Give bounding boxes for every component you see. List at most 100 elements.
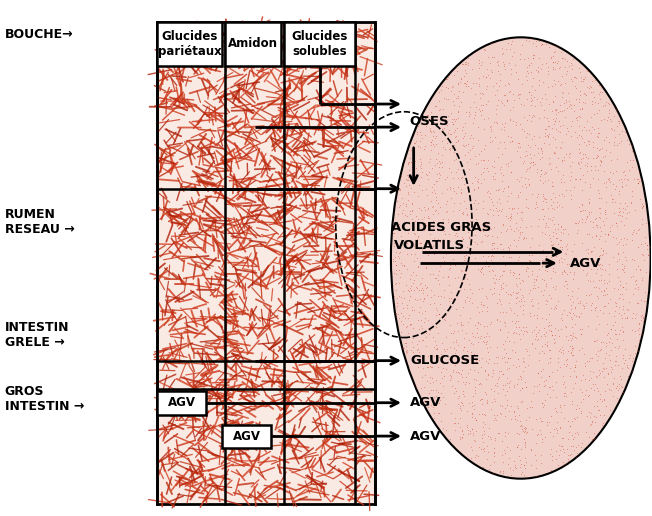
- Point: [437, 424, 448, 432]
- Point: [567, 117, 577, 125]
- Point: [498, 184, 509, 192]
- Point: [615, 207, 625, 216]
- Point: [561, 250, 571, 258]
- Point: [601, 116, 612, 124]
- Point: [454, 433, 465, 441]
- Point: [579, 375, 589, 383]
- Point: [600, 387, 610, 395]
- Point: [571, 84, 582, 92]
- Point: [444, 265, 454, 273]
- Point: [612, 285, 623, 293]
- Point: [422, 204, 433, 213]
- Point: [535, 417, 546, 425]
- Point: [510, 463, 520, 471]
- Point: [557, 268, 567, 277]
- Point: [516, 100, 526, 108]
- Point: [415, 239, 425, 247]
- Point: [561, 260, 572, 268]
- Point: [593, 152, 603, 160]
- Point: [413, 348, 424, 357]
- Point: [542, 117, 553, 125]
- Point: [453, 394, 464, 402]
- Point: [410, 230, 421, 238]
- Point: [524, 361, 534, 369]
- Point: [549, 76, 559, 84]
- Point: [516, 173, 527, 181]
- Point: [456, 278, 466, 286]
- Point: [462, 407, 472, 415]
- Point: [410, 241, 421, 250]
- Point: [514, 417, 525, 425]
- Point: [533, 368, 544, 377]
- Point: [618, 248, 629, 256]
- Point: [515, 223, 526, 231]
- Point: [486, 405, 496, 413]
- Point: [550, 110, 561, 118]
- Point: [597, 88, 608, 96]
- Point: [406, 320, 417, 328]
- Point: [453, 259, 464, 267]
- Point: [603, 174, 614, 182]
- Point: [530, 160, 541, 169]
- Point: [538, 246, 548, 254]
- Point: [451, 304, 462, 313]
- Point: [511, 299, 521, 307]
- Point: [629, 175, 639, 183]
- Point: [472, 178, 482, 186]
- Point: [594, 283, 604, 292]
- Point: [550, 117, 560, 125]
- Point: [600, 230, 610, 238]
- Point: [449, 128, 459, 137]
- Point: [446, 372, 456, 380]
- Point: [509, 348, 520, 356]
- Point: [599, 287, 610, 295]
- Point: [500, 381, 511, 390]
- Point: [515, 386, 526, 394]
- Point: [541, 219, 552, 228]
- Point: [487, 53, 497, 61]
- Point: [627, 198, 637, 206]
- Point: [455, 199, 466, 207]
- Point: [476, 179, 486, 187]
- Point: [527, 301, 537, 310]
- Point: [412, 340, 422, 348]
- Point: [525, 257, 535, 266]
- Point: [411, 382, 421, 391]
- Point: [512, 75, 523, 83]
- Point: [408, 257, 419, 265]
- Point: [548, 228, 559, 236]
- Point: [462, 261, 472, 269]
- Point: [615, 211, 625, 219]
- Point: [436, 292, 447, 300]
- Point: [564, 102, 574, 110]
- Point: [619, 234, 629, 243]
- Point: [456, 320, 466, 329]
- Point: [615, 311, 626, 319]
- Text: AGV: AGV: [168, 396, 196, 410]
- Point: [498, 49, 509, 57]
- Point: [534, 380, 544, 388]
- Point: [544, 321, 554, 329]
- Point: [627, 187, 637, 196]
- Point: [584, 126, 594, 134]
- Point: [518, 158, 528, 167]
- Point: [567, 430, 577, 439]
- Point: [495, 70, 505, 78]
- Point: [588, 174, 599, 183]
- Point: [466, 146, 476, 154]
- Point: [490, 203, 501, 212]
- Point: [565, 309, 575, 317]
- Point: [424, 214, 434, 222]
- Point: [559, 267, 569, 276]
- Point: [473, 82, 484, 90]
- Point: [486, 122, 497, 131]
- Point: [390, 224, 400, 233]
- Point: [503, 183, 514, 191]
- Point: [537, 347, 547, 355]
- Point: [610, 326, 620, 334]
- Point: [410, 380, 421, 388]
- Point: [557, 156, 567, 165]
- Point: [587, 380, 598, 389]
- Point: [535, 171, 546, 180]
- Point: [499, 321, 510, 330]
